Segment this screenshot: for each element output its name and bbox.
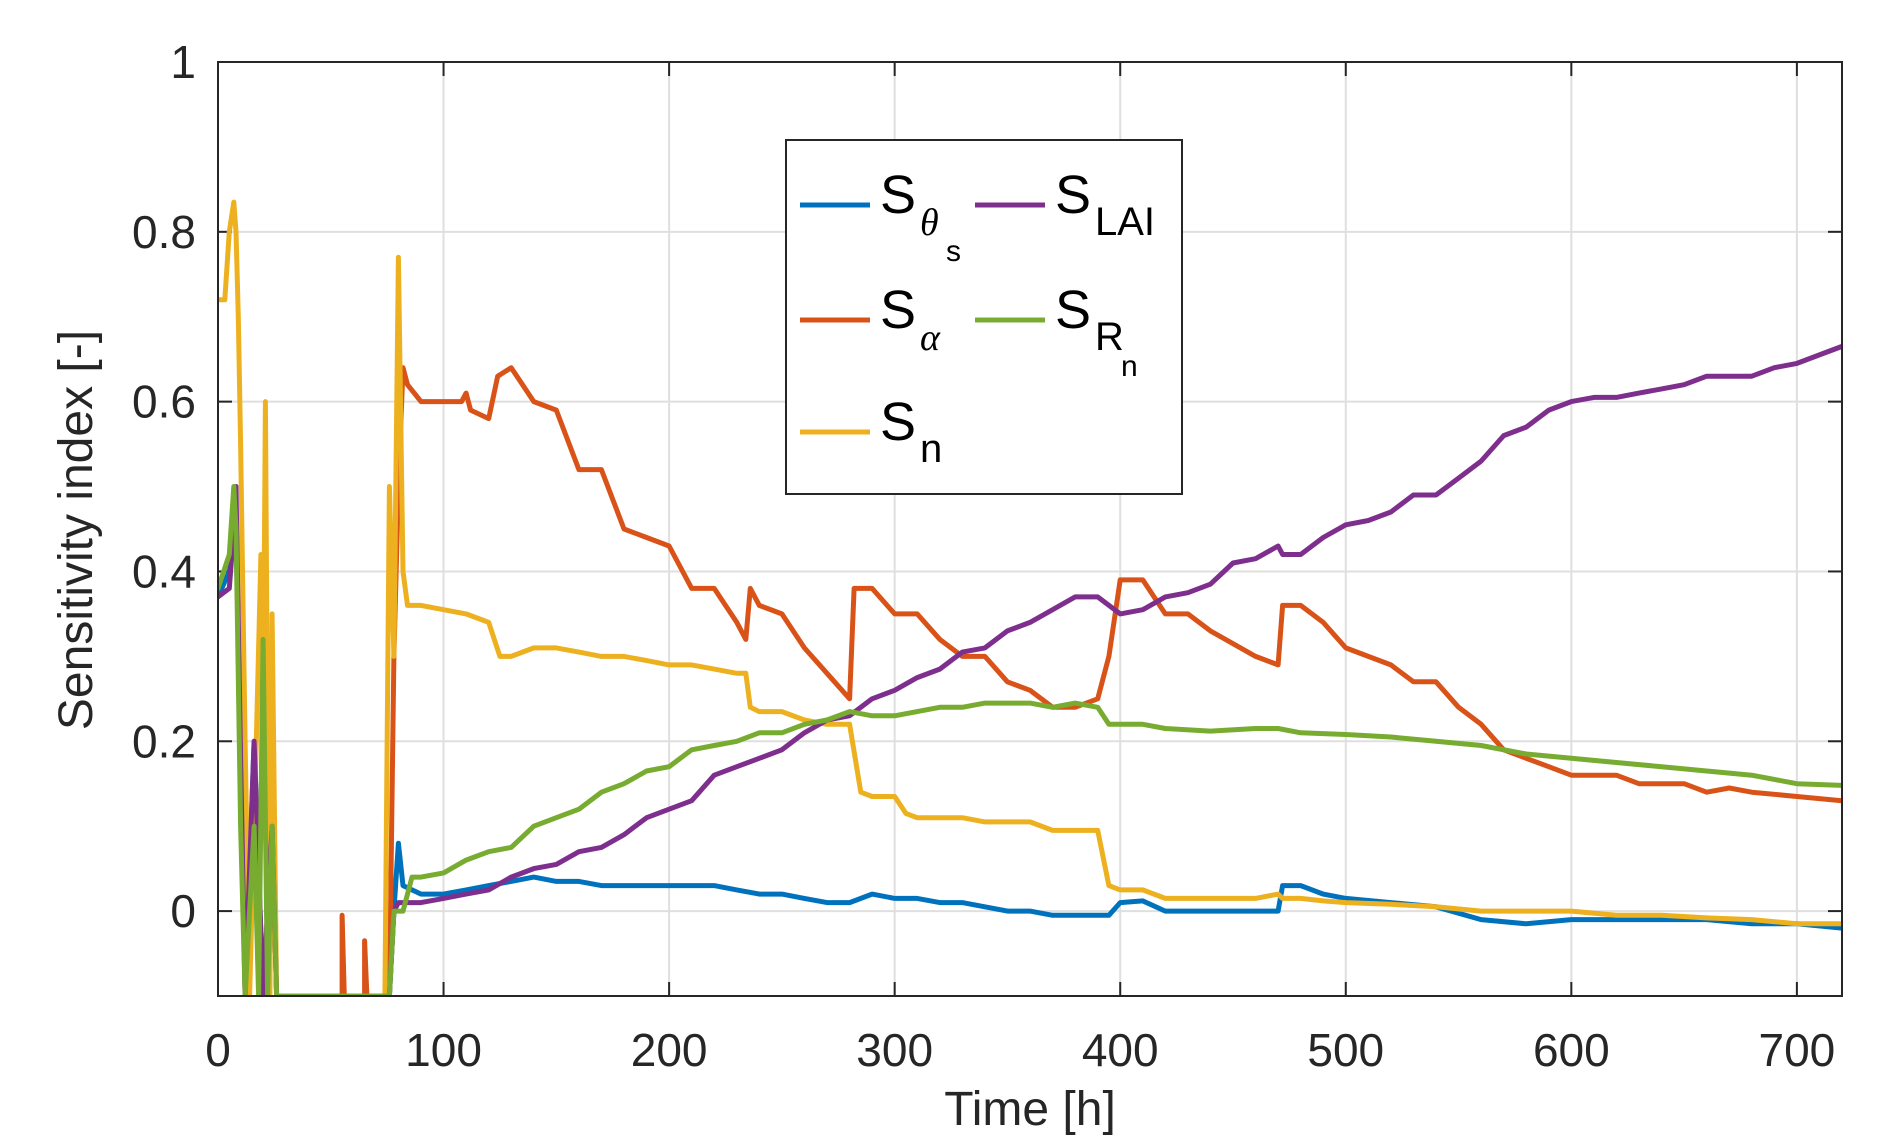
- x-axis-title: Time [h]: [944, 1083, 1116, 1136]
- legend-box: [785, 139, 1183, 495]
- series-line-3: [218, 343, 1842, 996]
- legend-label: S: [880, 392, 916, 452]
- x-tick-label: 500: [1307, 1024, 1384, 1076]
- x-axis-ticks: 0 100 200 300 400 500 600 700: [205, 62, 1835, 1076]
- y-axis-title: Sensitivity index [-]: [50, 330, 103, 730]
- legend-label-sub: R: [1095, 315, 1124, 359]
- x-tick-label: 0: [205, 1024, 231, 1076]
- legend-label-sub: n: [920, 427, 942, 471]
- x-tick-label: 600: [1533, 1024, 1610, 1076]
- legend-label-subsub: s: [946, 235, 961, 268]
- x-tick-label: 700: [1759, 1024, 1836, 1076]
- legend-label-sub: α: [920, 317, 941, 359]
- legend-label: S: [880, 280, 916, 340]
- y-axis-ticks: 0 0.2 0.4 0.6 0.8 1: [132, 36, 1842, 937]
- y-tick-label: 0.8: [132, 206, 196, 258]
- legend-label: S: [1055, 165, 1091, 225]
- y-tick-label: 0: [170, 885, 196, 937]
- legend-label: S: [880, 165, 916, 225]
- x-tick-label: 200: [631, 1024, 708, 1076]
- legend-entry: S LAI: [975, 165, 1155, 244]
- series-line-2: [218, 199, 1842, 996]
- series-line-0: [218, 526, 1842, 996]
- legend-label: S: [1055, 280, 1091, 340]
- y-tick-label: 0.6: [132, 376, 196, 428]
- legend-label-subsub: n: [1121, 350, 1138, 383]
- legend-label-sub: θ: [920, 202, 939, 244]
- x-tick-label: 100: [405, 1024, 482, 1076]
- y-tick-label: 0.2: [132, 715, 196, 767]
- series-lines: [218, 199, 1842, 996]
- y-tick-label: 1: [170, 36, 196, 88]
- x-tick-label: 400: [1082, 1024, 1159, 1076]
- series-line-4: [218, 484, 1842, 996]
- legend-entry: S Rn: [975, 280, 1138, 383]
- legend-label-sub: LAI: [1095, 200, 1155, 244]
- x-tick-label: 300: [856, 1024, 933, 1076]
- plot-frame: [217, 61, 1843, 997]
- y-tick-label: 0.4: [132, 545, 196, 597]
- series-line-1: [339, 365, 1842, 996]
